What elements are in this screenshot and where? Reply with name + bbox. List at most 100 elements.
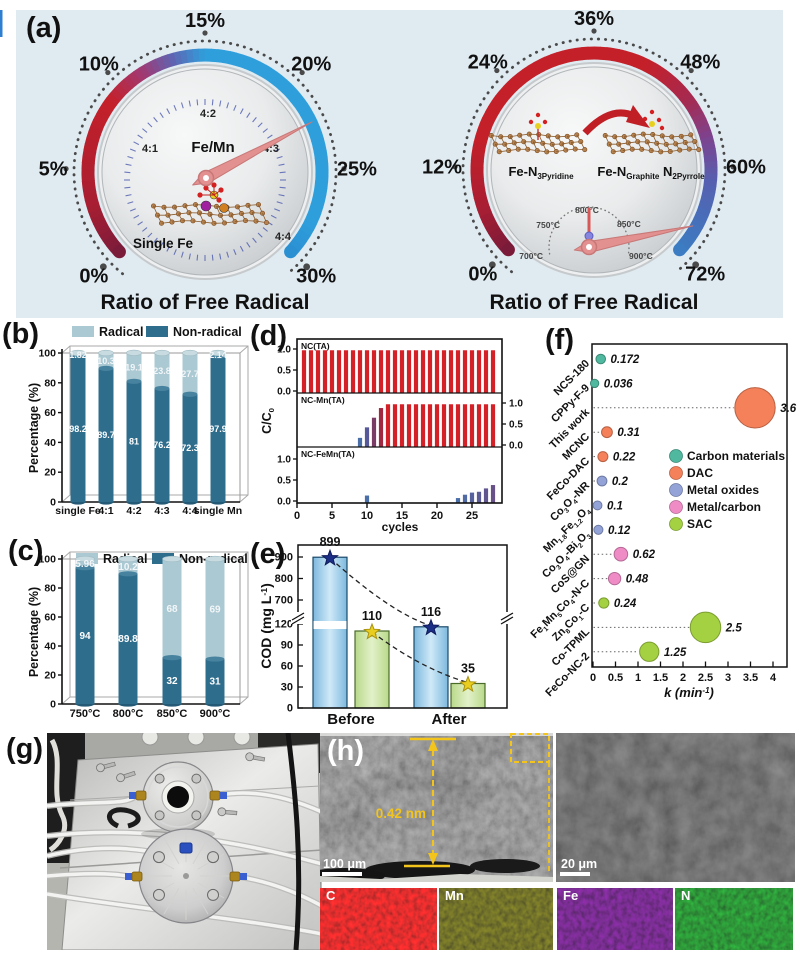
y-axis-label: COD (mg L-1) bbox=[258, 583, 274, 669]
x-category-label: single Mn bbox=[194, 505, 242, 517]
x-tick-label: 0 bbox=[294, 510, 300, 522]
x-category-label: Before bbox=[327, 711, 375, 728]
cycle-bar bbox=[427, 404, 433, 447]
subplot-title: NC-FeMn(TA) bbox=[301, 449, 355, 459]
bar-value-label: 89.8 bbox=[118, 634, 138, 645]
cycle-bar bbox=[315, 350, 321, 393]
loose-screw bbox=[217, 807, 238, 817]
legend-swatch bbox=[669, 517, 683, 531]
y-tick-label: 0 bbox=[50, 699, 56, 711]
bubble-value: 3.6 bbox=[780, 403, 797, 415]
y-tick-label: 120 bbox=[275, 619, 293, 631]
photo-membrane-cell-setup bbox=[47, 733, 322, 950]
legend-swatch bbox=[669, 449, 683, 463]
bar-segment bbox=[118, 573, 138, 704]
edge-artifact bbox=[0, 10, 3, 37]
x-tick-label: 20 bbox=[431, 510, 443, 522]
gauge-tick-label: 48% bbox=[680, 51, 720, 73]
bar-segment bbox=[182, 394, 198, 502]
bar-value-label: 19.1 bbox=[125, 363, 143, 373]
bar-value-label: 35 bbox=[461, 662, 475, 676]
cod-bar bbox=[354, 630, 390, 709]
bar-value-label: 89.7 bbox=[97, 430, 115, 440]
legend-swatch bbox=[669, 500, 683, 514]
bubble-value: 0.036 bbox=[604, 378, 633, 390]
y-tick-label: 80 bbox=[44, 583, 56, 595]
cycle-bar bbox=[392, 350, 398, 393]
loose-screw bbox=[96, 761, 116, 773]
thickness-label: 0.42 nm bbox=[376, 806, 426, 821]
cycle-bar bbox=[469, 350, 475, 393]
bubble-value: 0.62 bbox=[633, 549, 656, 561]
bubble-value: 0.12 bbox=[608, 525, 631, 537]
bubble-value: 0.1 bbox=[607, 500, 623, 512]
panel-label-g: (g) bbox=[6, 733, 44, 765]
bubble-point bbox=[639, 641, 660, 662]
gauge-tick-label: 72% bbox=[685, 264, 725, 286]
cod-bar bbox=[413, 626, 449, 709]
bar-value-label: 116 bbox=[421, 605, 441, 619]
cycle-bar bbox=[364, 350, 370, 393]
panel-label-a: (a) bbox=[26, 12, 62, 44]
scalebar-label: 20 μm bbox=[561, 857, 597, 871]
y-tick-label: 90 bbox=[281, 640, 293, 652]
bubble-point bbox=[613, 546, 629, 562]
cycle-bar bbox=[385, 350, 391, 393]
bar-segment bbox=[75, 567, 95, 704]
cycle-bar bbox=[357, 350, 363, 393]
inner-dial-label: 4:1 bbox=[142, 143, 158, 155]
cycle-bar bbox=[483, 488, 489, 503]
cycle-bar bbox=[413, 404, 419, 447]
inner-dial-label: 4:2 bbox=[200, 108, 216, 120]
cycle-bar bbox=[455, 350, 461, 393]
bar-segment bbox=[210, 356, 226, 502]
y-tick-label: 100 bbox=[38, 554, 56, 566]
x-category-label: 750°C bbox=[70, 708, 101, 720]
bar-value-label: 76.2 bbox=[153, 440, 171, 450]
bar-segment bbox=[205, 659, 225, 704]
panel-label-e: (e) bbox=[250, 538, 286, 570]
x-category-label: After bbox=[431, 711, 466, 728]
x-axis-label: cycles bbox=[382, 520, 419, 534]
bar-value-label: 2.14 bbox=[209, 350, 227, 360]
panel-h-sem-images: 0.42 nm 100 μm 20 μm C Mn Fe N bbox=[320, 733, 795, 950]
cycle-bar bbox=[455, 498, 461, 503]
scalebar bbox=[322, 872, 362, 876]
cycle-bar bbox=[490, 350, 496, 393]
loose-screw bbox=[245, 752, 266, 762]
cycle-bar bbox=[420, 350, 426, 393]
legend-label: DAC bbox=[687, 466, 713, 480]
cycle-bar bbox=[378, 350, 384, 393]
bar-segment bbox=[98, 368, 114, 502]
gauge-tick-label: 5% bbox=[39, 158, 68, 180]
y-tick-label: 0.5 bbox=[277, 476, 291, 487]
molecule-label: Fe-NGraphite N2Pyrrole bbox=[597, 164, 705, 181]
cycle-bar bbox=[336, 350, 342, 393]
y-tick-label: 40 bbox=[44, 437, 56, 449]
bubble-value: 2.5 bbox=[725, 622, 743, 634]
bubble-point bbox=[734, 387, 776, 429]
x-category-label: 4:1 bbox=[98, 505, 113, 517]
bar-value-label: 1.82 bbox=[69, 350, 87, 360]
gauge-tick-label: 36% bbox=[574, 8, 614, 30]
bar-value-label: 5.96 bbox=[75, 559, 95, 570]
y-tick-label: 100 bbox=[38, 348, 56, 360]
panel-label-h: (h) bbox=[327, 735, 365, 767]
gauge-tick-label: 60% bbox=[726, 156, 766, 178]
blue-fitting bbox=[179, 842, 193, 854]
gauge-tick-label: 10% bbox=[79, 53, 119, 75]
cycle-bar bbox=[420, 404, 426, 447]
gauge-tick-label: 0% bbox=[79, 266, 108, 288]
cycle-bar bbox=[490, 404, 496, 447]
molecule-label: Fe-N3Pyridine bbox=[508, 164, 574, 181]
cycle-bar bbox=[462, 494, 468, 503]
data-star bbox=[321, 548, 339, 566]
gauge-tick-label: 24% bbox=[468, 51, 508, 73]
x-category-label: 800°C bbox=[113, 708, 144, 720]
panel-label-d: (d) bbox=[250, 320, 288, 352]
bar-segment bbox=[154, 388, 170, 502]
bar-segment bbox=[118, 559, 138, 574]
gauge-title-right: Ratio of Free Radical bbox=[489, 291, 699, 314]
bubble-point bbox=[598, 597, 610, 609]
